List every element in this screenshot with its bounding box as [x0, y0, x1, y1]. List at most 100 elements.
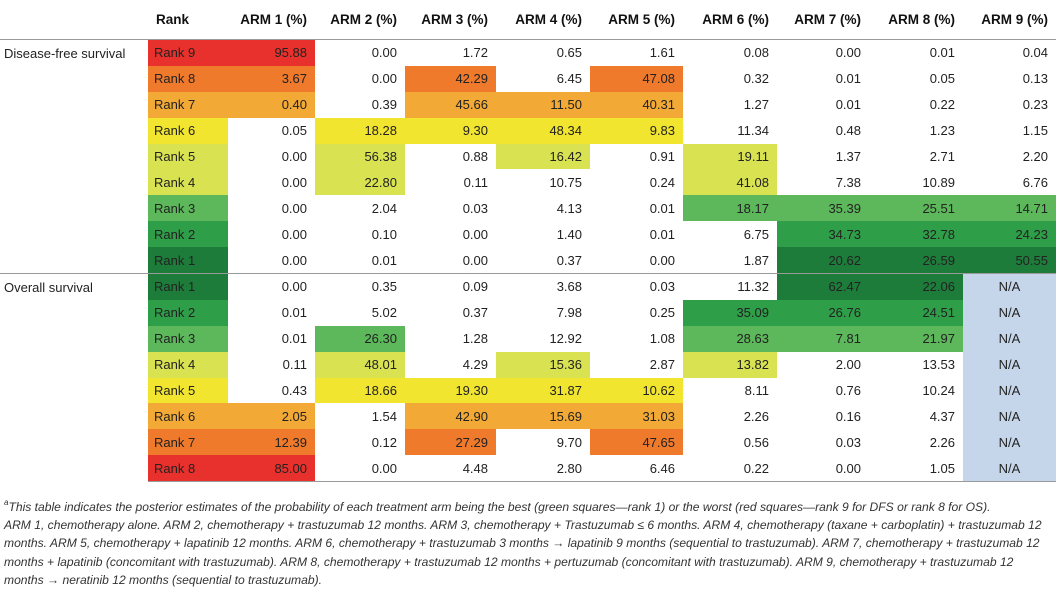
value-cell-arm-7: 0.16: [835, 408, 861, 424]
table-row: Rank 4 0.00 22.80 0.11 10.75 0.24 41.08 7.38 10.…: [0, 169, 1056, 196]
value-cell-arm-6: 1.27: [743, 97, 769, 113]
value-cell-arm-7: 0.00: [835, 45, 861, 61]
value-cell-arm-4: 31.87: [496, 377, 590, 404]
value-cell-arm-6: 11.32: [683, 273, 777, 300]
value-cell-arm-1: 0.05: [281, 123, 307, 139]
value-cell-arm-3: 0.88: [462, 149, 488, 164]
value-cell-arm-8: 13.53: [922, 357, 955, 373]
value-cell-arm-8: 2.26: [929, 434, 955, 450]
value-cell-arm-3: 0.00: [462, 226, 488, 242]
value-cell-arm-4: 7.98: [556, 305, 582, 321]
value-cell-arm-8: 32.78: [869, 221, 963, 248]
value-cell-arm-7: 0.03: [835, 434, 861, 450]
value-cell-arm-3: 42.90: [405, 403, 496, 430]
rank-label: Rank 7: [148, 91, 228, 118]
rank-label: Rank 3: [148, 195, 228, 222]
table-header: Rank ARM 1 (%) ARM 2 (%) ARM 3 (%) ARM 4…: [0, 0, 1056, 40]
value-cell-arm-9: N/A: [963, 429, 1056, 456]
value-cell-arm-9: 6.76: [1022, 174, 1048, 190]
rank-label: Rank 5: [148, 143, 228, 170]
value-cell-arm-9: 0.23: [1022, 97, 1048, 113]
value-cell-arm-5: 0.01: [649, 200, 675, 216]
group-label: Overall survival: [0, 273, 148, 482]
value-cell-arm-9: 2.20: [1022, 149, 1048, 164]
value-cell-arm-2: 26.30: [315, 325, 405, 352]
rank-label: Rank 1: [148, 273, 228, 300]
value-cell-arm-4: 15.69: [496, 403, 590, 430]
value-cell-arm-7: 2.00: [835, 357, 861, 373]
value-cell-arm-4: 12.92: [549, 331, 582, 347]
table-row: Rank 4 0.11 48.01 4.29 15.36 2.87 13.82 2.00 13.…: [0, 351, 1056, 378]
value-cell-arm-5: 9.83: [590, 117, 683, 144]
header-rank: Rank: [148, 0, 228, 40]
value-cell-arm-6: 11.34: [737, 123, 769, 139]
value-cell-arm-7: 0.76: [835, 383, 861, 399]
header-arm-8: ARM 8 (%): [869, 0, 963, 40]
value-cell-arm-6: 0.56: [743, 434, 769, 450]
value-cell-arm-3: 45.66: [405, 91, 496, 118]
value-cell-arm-4: 48.34: [496, 117, 590, 144]
value-cell-arm-8: 10.24: [922, 383, 955, 399]
value-cell-arm-2: 0.00: [371, 71, 397, 87]
rank-label: Rank 9: [148, 39, 228, 66]
value-cell-arm-5: 0.03: [590, 273, 683, 300]
rank-label: Rank 7: [148, 429, 228, 456]
table-row: Rank 7 12.39 0.12 27.29 9.70 47.65 0.56 0.03 2.2…: [0, 429, 1056, 456]
value-cell-arm-7: 0.00: [777, 455, 869, 483]
footnote-marker: a: [4, 498, 9, 507]
arm-legend: ARM 1, chemotherapy alone. ARM 2, chemot…: [4, 518, 1042, 587]
value-cell-arm-9: 24.23: [963, 221, 1056, 248]
value-cell-arm-1: 0.00: [281, 226, 307, 242]
value-cell-arm-5: 47.08: [590, 65, 683, 92]
value-cell-arm-3: 4.48: [405, 455, 496, 483]
value-cell-arm-9: N/A: [963, 273, 1056, 300]
table-row: Rank 3 0.01 26.30 1.28 12.92 1.08 28.63 7.81 21.…: [0, 325, 1056, 352]
value-cell-arm-8: 24.51: [869, 299, 963, 326]
value-cell-arm-1: 2.05: [228, 403, 315, 430]
value-cell-arm-7: 7.38: [835, 174, 861, 190]
value-cell-arm-5: 1.61: [649, 45, 675, 61]
value-cell-arm-7: 62.47: [777, 273, 869, 300]
header-row: Rank ARM 1 (%) ARM 2 (%) ARM 3 (%) ARM 4…: [0, 0, 1056, 40]
value-cell-arm-7: 7.81: [777, 325, 869, 352]
value-cell-arm-6: 2.26: [743, 408, 769, 424]
rank-label: Rank 4: [148, 169, 228, 196]
value-cell-arm-8: 4.37: [929, 408, 955, 424]
value-cell-arm-4: 15.36: [496, 351, 590, 378]
value-cell-arm-8: 25.51: [869, 195, 963, 222]
value-cell-arm-1: 0.01: [281, 305, 307, 321]
value-cell-arm-6: 35.09: [683, 299, 777, 326]
value-cell-arm-6: 0.32: [743, 71, 769, 87]
value-cell-arm-7: 34.73: [777, 221, 869, 248]
value-cell-arm-2: 5.02: [371, 305, 397, 321]
value-cell-arm-9: N/A: [963, 455, 1056, 483]
value-cell-arm-7: 0.01: [835, 97, 861, 113]
value-cell-arm-1: 0.01: [281, 331, 307, 347]
table-row: Overall survival Rank 1 0.00 0.35 0.09 3.68 0.…: [0, 273, 1056, 482]
value-cell-arm-8: 21.97: [869, 325, 963, 352]
value-cell-arm-3: 9.30: [405, 117, 496, 144]
value-cell-arm-8: 2.71: [929, 149, 955, 164]
value-cell-arm-1: 0.43: [281, 383, 307, 399]
value-cell-arm-3: 0.09: [405, 273, 496, 300]
table-row: Rank 2 0.01 5.02 0.37 7.98 0.25 35.09 26.76 24.5…: [0, 299, 1056, 326]
value-cell-arm-3: 1.28: [462, 331, 488, 347]
value-cell-arm-2: 56.38: [315, 143, 405, 170]
value-cell-arm-5: 10.62: [590, 377, 683, 404]
rank-label: Rank 4: [148, 351, 228, 378]
value-cell-arm-2: 0.00: [315, 455, 405, 483]
value-cell-arm-2: 0.01: [371, 252, 397, 268]
value-cell-arm-5: 0.91: [649, 149, 675, 164]
value-cell-arm-8: 1.23: [929, 123, 955, 139]
value-cell-arm-5: 0.00: [649, 252, 675, 268]
header-arm-5: ARM 5 (%): [590, 0, 683, 40]
value-cell-arm-9: N/A: [963, 299, 1056, 326]
value-cell-arm-8: 0.05: [929, 71, 955, 87]
value-cell-arm-3: 1.72: [462, 45, 488, 61]
value-cell-arm-2: 2.04: [371, 200, 397, 216]
value-cell-arm-4: 10.75: [549, 174, 582, 190]
value-cell-arm-5: 0.24: [649, 174, 675, 190]
header-arm-9: ARM 9 (%): [963, 0, 1056, 40]
table-row: Rank 5 0.00 56.38 0.88 16.42 0.91 19.11 1.37 2.7…: [0, 143, 1056, 170]
value-cell-arm-7: 0.48: [835, 123, 861, 139]
